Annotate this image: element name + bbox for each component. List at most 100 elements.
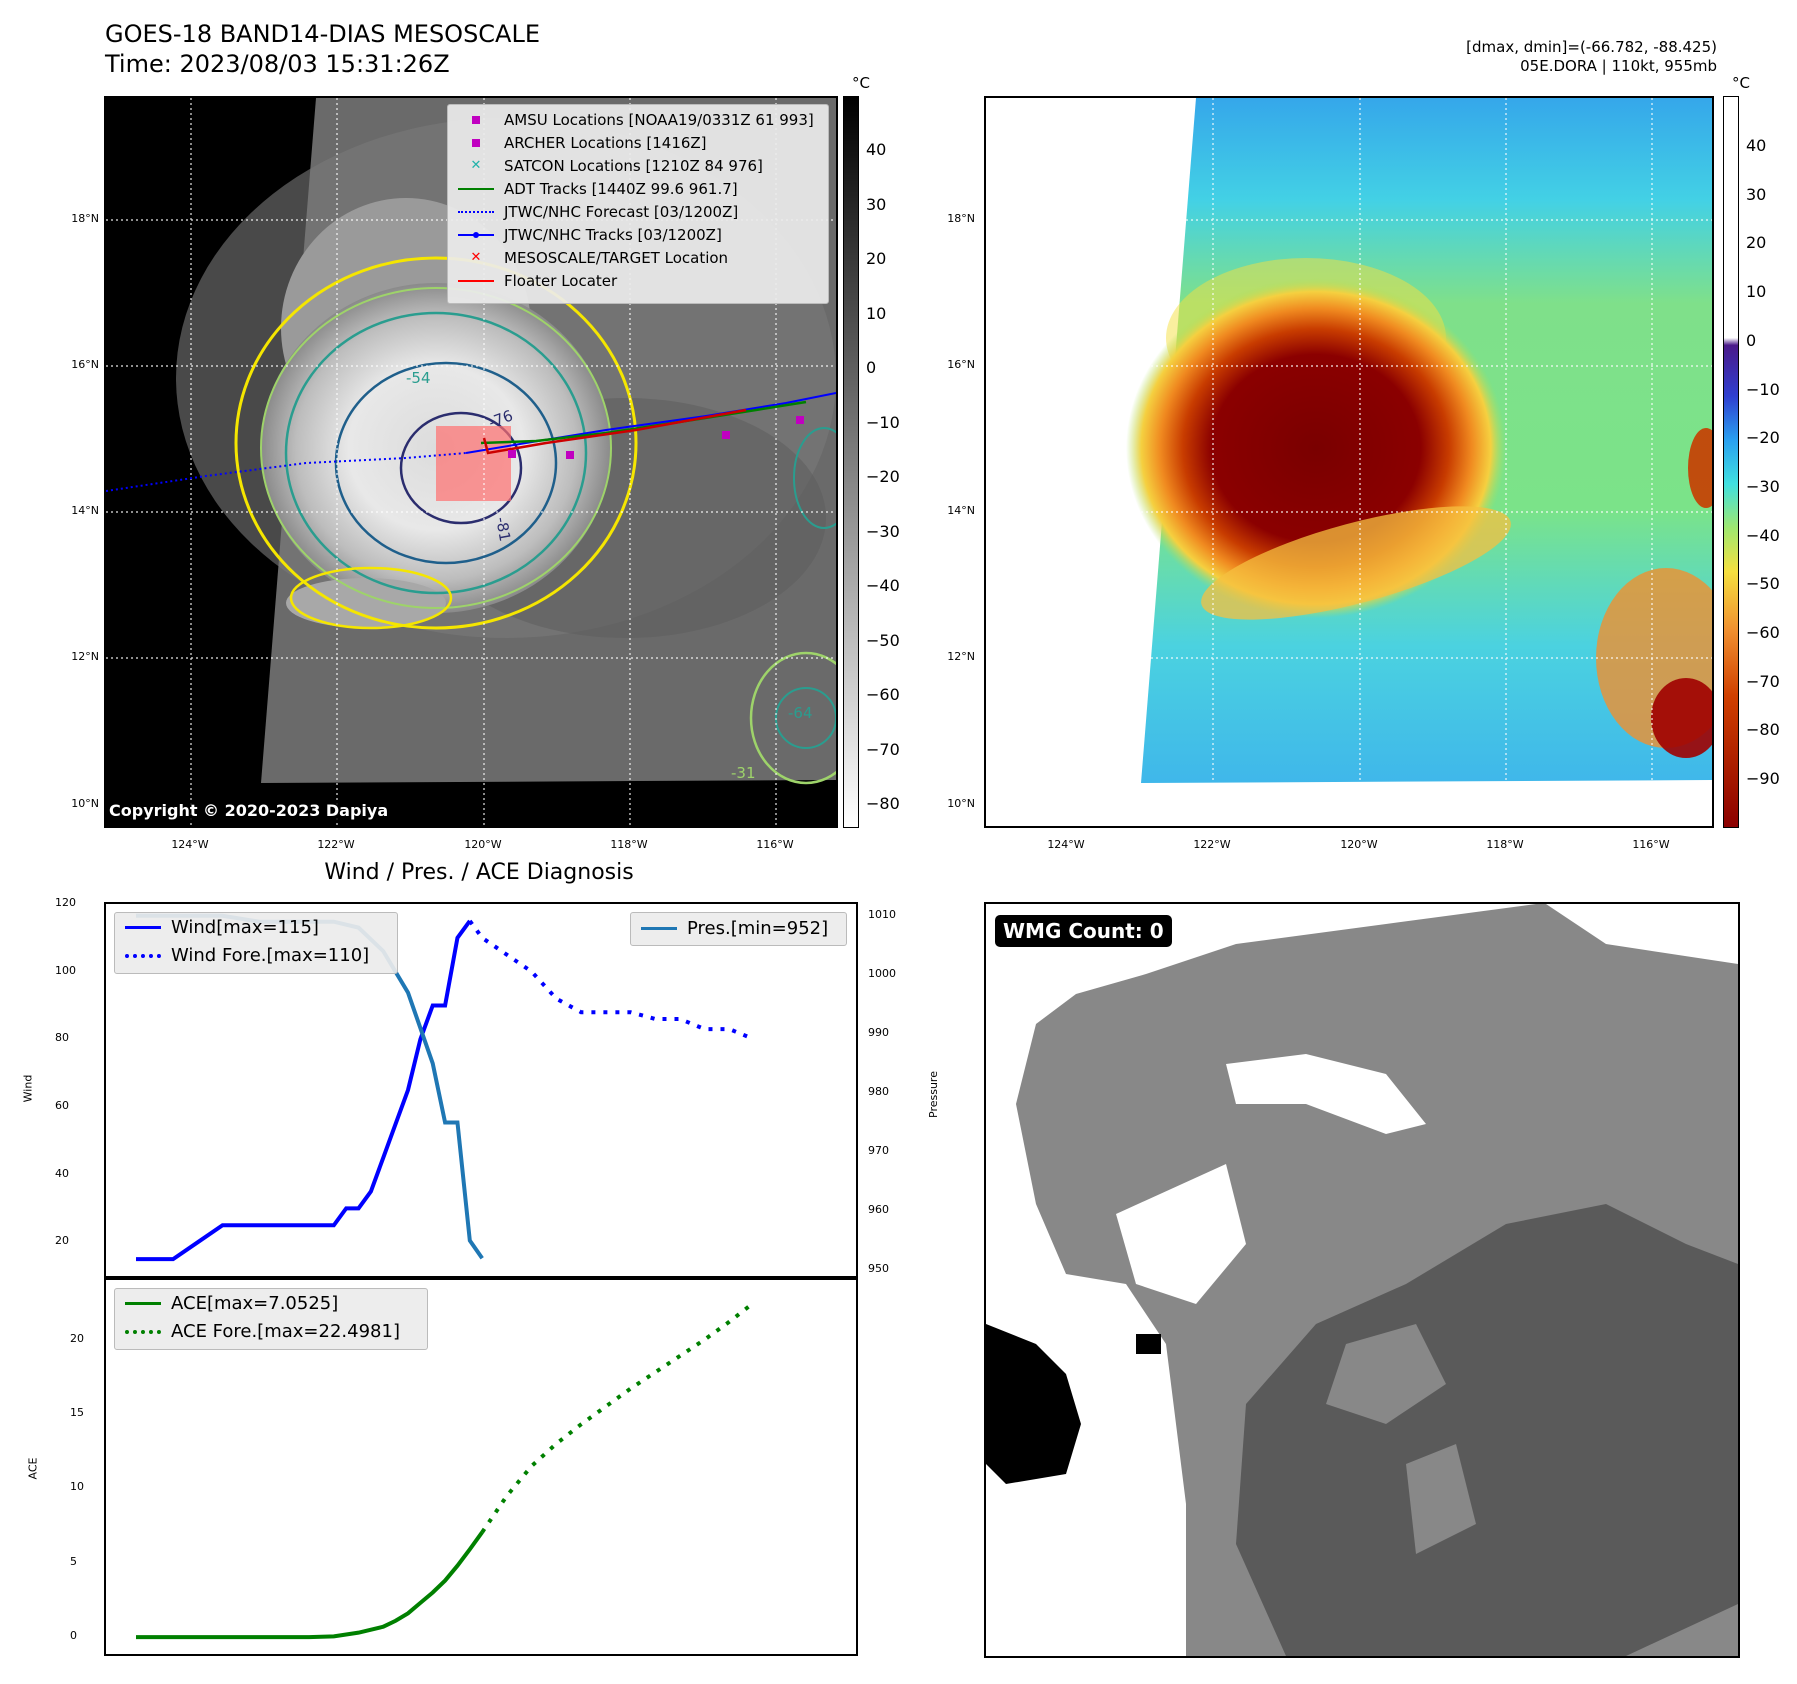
storm-info-text: 05E.DORA | 110kt, 955mb bbox=[1520, 57, 1717, 75]
axis-tick-label: 30 bbox=[866, 194, 887, 214]
axis-tick-label: 100 bbox=[55, 963, 76, 977]
lat-tick: 14°N bbox=[71, 504, 99, 517]
contour-yellow bbox=[234, 256, 638, 630]
axis-tick-label: −20 bbox=[1746, 428, 1780, 448]
series-line-0 bbox=[136, 919, 472, 1262]
info-panel: [dmax, dmin]=(-66.782, -88.425) 05E.DORA… bbox=[1466, 38, 1717, 76]
gray-colorbar bbox=[843, 96, 859, 828]
legend-item-floater: Floater Locater bbox=[448, 269, 828, 292]
solid-line-icon bbox=[641, 922, 677, 934]
legend-item-tracks: JTWC/NHC Tracks [03/1200Z] bbox=[448, 223, 828, 246]
axis-tick-label: 20 bbox=[866, 249, 887, 268]
axis-tick-label: 960 bbox=[868, 1203, 889, 1217]
contour-label: -81 bbox=[492, 516, 514, 543]
axis-tick-label: −70 bbox=[1746, 671, 1780, 691]
colorbar-unit: °C bbox=[1732, 74, 1750, 92]
lat-tick: 16°N bbox=[71, 358, 99, 371]
axis-tick-label: −40 bbox=[1746, 525, 1780, 545]
lat-tick: 10°N bbox=[947, 797, 975, 810]
wmg-svg bbox=[986, 904, 1738, 1656]
lon-tick: 124°W bbox=[1047, 838, 1085, 851]
lat-tick: 10°N bbox=[71, 797, 99, 810]
axis-tick-label: −90 bbox=[1746, 769, 1780, 789]
lat-tick: 18°N bbox=[947, 212, 975, 225]
solid-line-icon bbox=[458, 275, 494, 287]
lat-tick: 18°N bbox=[71, 212, 99, 225]
legend-item-ace-forecast: ACE Fore.[max=22.4981] bbox=[115, 1317, 427, 1345]
axis-tick-label: −10 bbox=[1746, 379, 1780, 399]
axis-tick-label: 10 bbox=[70, 1480, 84, 1494]
axis-tick-label: 40 bbox=[1746, 136, 1767, 155]
lat-tick: 12°N bbox=[71, 650, 99, 663]
axis-tick-label: 990 bbox=[868, 1025, 889, 1039]
axis-tick-label: 40 bbox=[866, 140, 887, 159]
axis-tick-label: −70 bbox=[866, 739, 900, 759]
pressure-legend: Pres.[min=952] bbox=[630, 912, 847, 946]
axis-tick-label: −10 bbox=[866, 412, 900, 432]
axis-tick-label: 0 bbox=[1746, 330, 1757, 350]
axis-tick-label: 5 bbox=[70, 1554, 77, 1568]
lon-tick: 120°W bbox=[464, 838, 502, 851]
axis-tick-label: 0 bbox=[70, 1629, 77, 1643]
pressure-axis-label: Pressure bbox=[926, 1071, 940, 1118]
axis-tick-label: 120 bbox=[55, 896, 76, 909]
chart-title: GOES-18 BAND14-DIAS MESOSCALE bbox=[105, 20, 541, 48]
dmax-dmin-text: [dmax, dmin]=(-66.782, -88.425) bbox=[1466, 38, 1717, 56]
lat-tick: 14°N bbox=[947, 504, 975, 517]
series-line-0 bbox=[136, 1531, 484, 1640]
legend-item-archer: ARCHER Locations [1416Z] bbox=[448, 131, 828, 154]
axis-tick-label: −50 bbox=[1746, 574, 1780, 594]
axis-tick-label: 950 bbox=[868, 1262, 889, 1276]
legend-item-satcon: ✕ SATCON Locations [1210Z 84 976] bbox=[448, 154, 828, 177]
axis-tick-label: 10 bbox=[1746, 282, 1767, 302]
axis-tick-label: 20 bbox=[1746, 233, 1767, 253]
ir-gray-map: -54 -76 -81 -64 -31 AMSU Locations [NOAA… bbox=[104, 96, 838, 828]
lon-tick: 116°W bbox=[756, 838, 794, 851]
axis-tick-label: 970 bbox=[868, 1144, 889, 1157]
diagnosis-title: Wind / Pres. / ACE Diagnosis bbox=[324, 860, 634, 885]
solid-line-icon bbox=[458, 183, 494, 195]
lon-tick: 118°W bbox=[1486, 838, 1524, 851]
lon-tick: 118°W bbox=[610, 838, 648, 851]
map-legend: AMSU Locations [NOAA19/0331Z 61 993] ARC… bbox=[447, 104, 829, 304]
axis-tick-label: 1010 bbox=[868, 907, 896, 921]
wmg-black-region bbox=[986, 1324, 1081, 1484]
contour-label: -31 bbox=[731, 764, 756, 782]
solid-line-icon bbox=[125, 1297, 161, 1309]
legend-item-target: ✕ MESOSCALE/TARGET Location bbox=[448, 246, 828, 269]
dotted-line-icon bbox=[125, 949, 161, 961]
legend-item-wind-forecast: Wind Fore.[max=110] bbox=[115, 941, 397, 969]
axis-tick-label: −80 bbox=[866, 794, 900, 813]
axis-tick-label: −80 bbox=[1746, 720, 1780, 740]
floater-box bbox=[436, 426, 511, 501]
axis-tick-label: 20 bbox=[55, 1234, 69, 1248]
axis-tick-label: 15 bbox=[70, 1405, 84, 1419]
wmg-count-badge: WMG Count: 0 bbox=[995, 915, 1172, 947]
square-marker-icon bbox=[458, 137, 494, 149]
jtwc-track bbox=[465, 392, 836, 454]
legend-item-amsu: AMSU Locations [NOAA19/0331Z 61 993] bbox=[448, 108, 828, 131]
x-marker-icon: ✕ bbox=[470, 157, 482, 173]
series-line-1 bbox=[480, 1300, 756, 1534]
lon-tick: 116°W bbox=[1632, 838, 1670, 851]
dotted-line-icon bbox=[125, 1325, 161, 1337]
ir-color-map-svg bbox=[986, 98, 1712, 826]
legend-item-adt: ADT Tracks [1440Z 99.6 961.7] bbox=[448, 177, 828, 200]
solid-line-icon bbox=[125, 921, 161, 933]
axis-tick-label: −30 bbox=[1746, 476, 1780, 496]
lon-tick: 122°W bbox=[1193, 838, 1231, 851]
axis-tick-label: −20 bbox=[866, 467, 900, 486]
ace-axis-label: ACE bbox=[26, 1457, 40, 1480]
legend-item-forecast: JTWC/NHC Forecast [03/1200Z] bbox=[448, 200, 828, 223]
lat-tick: 16°N bbox=[947, 358, 975, 371]
lon-tick: 120°W bbox=[1340, 838, 1378, 851]
wmg-panel bbox=[984, 902, 1740, 1658]
lat-tick: 12°N bbox=[947, 650, 975, 663]
ace-legend: ACE[max=7.0525] ACE Fore.[max=22.4981] bbox=[114, 1288, 428, 1350]
axis-tick-label: −40 bbox=[866, 576, 900, 595]
lon-tick: 124°W bbox=[171, 838, 209, 851]
map-gridlines bbox=[986, 98, 1712, 826]
dotted-line-icon bbox=[458, 206, 494, 218]
axis-tick-label: 10 bbox=[866, 303, 887, 323]
wmg-dark-region bbox=[1236, 1204, 1738, 1656]
